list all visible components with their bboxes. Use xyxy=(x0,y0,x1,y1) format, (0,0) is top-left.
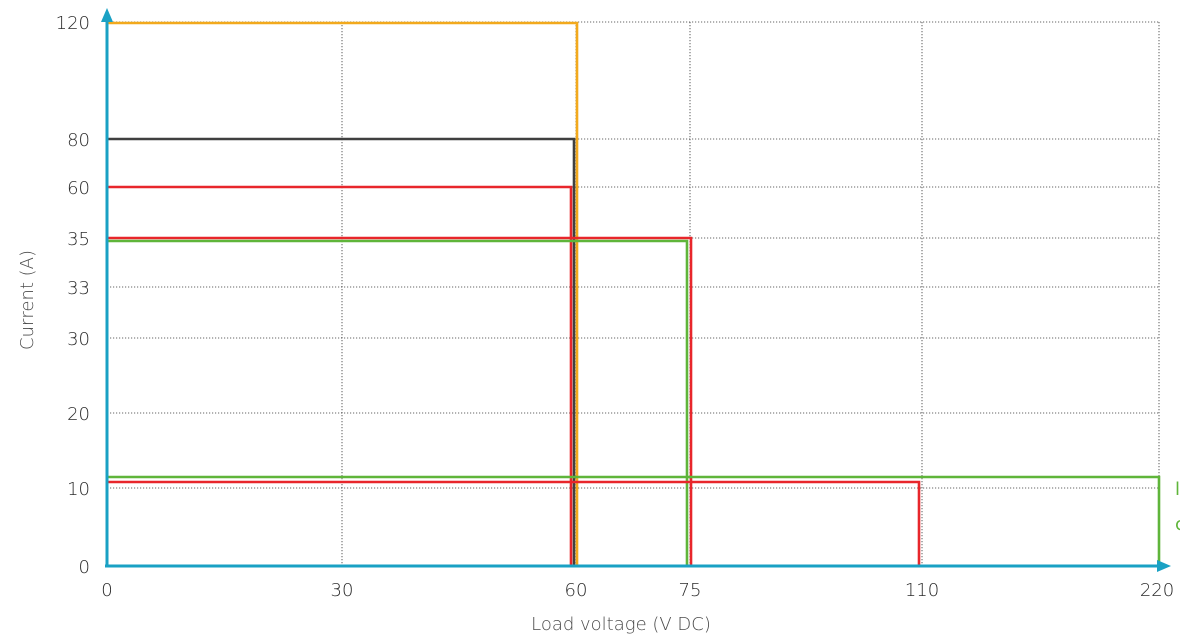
x-tick-label: 60 xyxy=(565,580,588,601)
series-line-1 xyxy=(107,21,579,566)
x-axis-arrow xyxy=(1157,560,1171,572)
y-tick-label: 120 xyxy=(56,13,90,34)
y-tick-label: 60 xyxy=(67,178,90,199)
series-line-4 xyxy=(107,236,693,566)
cutoff-text-2: c xyxy=(1175,514,1180,535)
y-axis-arrow xyxy=(101,8,113,22)
tick-labels: 0 30 60 75 110 220 0 10 20 30 33 35 60 80 120 xyxy=(56,13,1175,601)
x-tick-label: 30 xyxy=(331,580,354,601)
y-tick-label: 20 xyxy=(67,404,90,425)
x-tick-label: 75 xyxy=(679,580,702,601)
x-tick-label: 0 xyxy=(101,580,112,601)
series-line-6 xyxy=(107,480,921,566)
cutoff-text-1: l xyxy=(1175,479,1180,500)
y-tick-label: 35 xyxy=(67,229,90,250)
y-tick-label: 30 xyxy=(67,329,90,350)
series-line-7 xyxy=(107,475,1161,566)
y-tick-label: 33 xyxy=(67,278,90,299)
y-tick-label: 0 xyxy=(79,557,90,578)
y-tick-label: 10 xyxy=(67,479,90,500)
x-axis-title: Load voltage (V DC) xyxy=(531,614,711,635)
x-tick-label: 110 xyxy=(905,580,939,601)
series-layer xyxy=(107,21,1161,566)
y-tick-label: 80 xyxy=(67,130,90,151)
y-axis-title: Current (A) xyxy=(17,250,38,350)
x-tick-label: 220 xyxy=(1140,580,1174,601)
series-line-5 xyxy=(107,239,689,566)
axes xyxy=(101,8,1171,572)
grid xyxy=(107,21,1160,566)
series-line-2 xyxy=(107,137,576,566)
series-line-3 xyxy=(107,185,573,566)
